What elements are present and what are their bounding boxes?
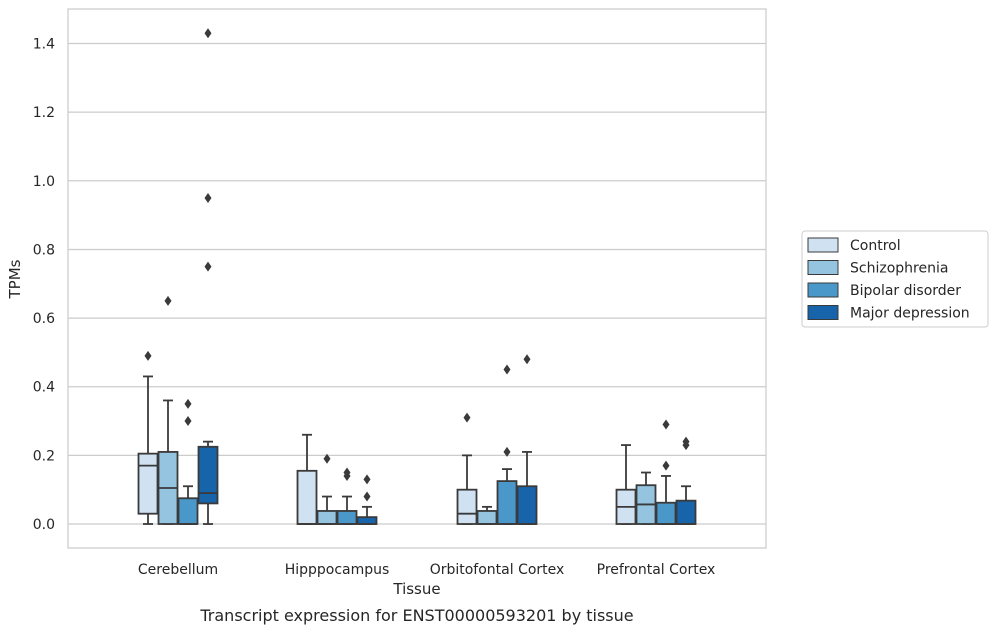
y-tick-label: 0.2 [33,448,55,464]
outlier-point [343,467,351,478]
box-plots [137,28,697,525]
x-axis-label: Tissue [392,580,440,598]
legend-label: Major depression [850,306,970,322]
x-tick-label: Prefrontal Cortex [597,562,716,578]
grid-layer [68,42,766,525]
box-major-depression [197,28,219,525]
outlier-point [503,446,511,457]
y-tick-label: 0.6 [33,311,55,327]
y-tick-label: 1.0 [33,174,55,190]
legend-swatch [807,237,839,253]
outlier-point [662,419,670,430]
box-body [316,510,338,525]
box-body [476,510,498,525]
legend-label: Control [850,238,901,254]
box-schizophrenia [157,295,179,525]
x-tick-label: Cerebellum [138,562,218,578]
box-body [336,510,358,525]
outlier-point [144,350,152,361]
box-body [456,488,478,525]
outlier-point [204,28,212,39]
y-tick-label: 0.4 [33,380,55,396]
legend: Control Schizophrenia Bipolar disorder Majo… [801,230,989,328]
legend-frame [801,230,989,328]
box-bipolar-disorder [177,398,199,525]
box-body [516,485,538,525]
box-body [197,445,219,505]
legend-label: Schizophrenia [850,261,948,277]
box-major-depression [675,436,697,525]
box-bipolar-disorder [336,467,358,525]
outlier-point [363,474,371,485]
y-tick-label: 0.8 [33,242,55,258]
outlier-point [184,416,192,427]
outlier-point [463,412,471,423]
box-body [356,516,378,525]
box-control [137,350,159,525]
box-control [296,433,318,525]
figure-caption: Transcript expression for ENST0000059320… [199,606,633,625]
x-tick-labels: Cerebellum Hipppocampus Orbitofontal Corte… [138,562,715,578]
x-tick-label: Hipppocampus [285,562,390,578]
outlier-point [503,364,511,375]
box-major-depression [516,354,538,525]
box-bipolar-disorder [496,364,518,525]
box-body [296,469,318,525]
outlier-point [363,491,371,502]
box-schizophrenia [316,453,338,525]
outlier-point [164,295,172,306]
y-axis-label: TPMs [6,259,24,299]
legend-items: Control Schizophrenia Bipolar disorder Majo… [807,237,970,322]
legend-swatch [807,305,839,320]
box-body [655,501,677,525]
box-schizophrenia [476,505,498,525]
y-tick-label: 1.4 [33,37,55,53]
box-schizophrenia [635,471,657,525]
box-body [177,497,199,525]
outlier-point [323,453,331,464]
plot-area-frame [67,8,767,549]
outlier-point [184,398,192,409]
outlier-point [204,261,212,272]
y-tick-label: 0.0 [33,517,55,533]
outlier-point [682,436,690,447]
outlier-point [204,192,212,203]
box-control [615,444,637,525]
y-tick-labels: 0.0 0.2 0.4 0.6 0.8 1.0 1.2 1.4 [33,37,55,533]
y-tick-label: 1.2 [33,105,55,121]
box-body [137,452,159,515]
outlier-point [662,460,670,471]
x-tick-label: Orbitofontal Cortex [430,562,565,578]
box-body [675,499,697,525]
legend-swatch [807,282,839,298]
box-body [496,480,518,525]
outlier-point [523,354,531,365]
box-control [456,412,478,525]
box-bipolar-disorder [655,419,677,525]
legend-label: Bipolar disorder [850,283,961,299]
legend-swatch [807,260,839,275]
box-major-depression [356,474,378,525]
